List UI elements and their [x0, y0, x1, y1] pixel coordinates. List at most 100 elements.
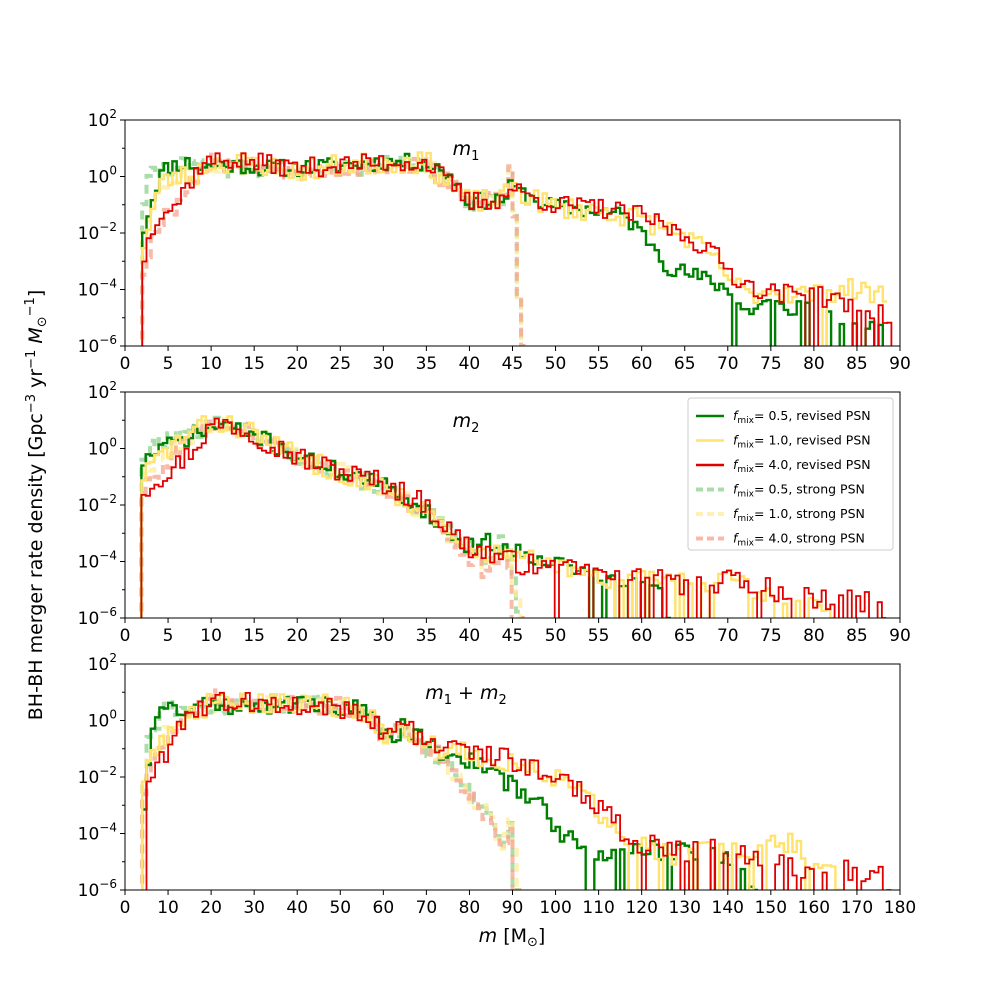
panel-title: m1 + m2: [425, 682, 507, 708]
legend: fmix= 0.5, revised PSN fmix= 1.0, revised…: [687, 397, 894, 551]
x-tick-label: 50: [545, 354, 567, 374]
x-tick-label: 0: [120, 354, 131, 374]
y-axis-label-main: BH-BH merger rate density [Gpc: [25, 413, 47, 720]
y-tick-label: 10−6: [78, 877, 117, 901]
x-tick-label: 90: [889, 354, 911, 374]
x-tick-label: 30: [373, 354, 395, 374]
y-axis-label-sup2: −1: [24, 350, 39, 369]
panels: 0 5 10 15 20 25 30 35 40 45 50 55 60 65 70 75 80 85 9010−6…: [78, 107, 917, 918]
x-axis-label-open: [M: [497, 925, 527, 947]
y-tick-label: 10−6: [78, 605, 117, 629]
legend-label: fmix= 1.0, revised PSN: [733, 433, 871, 451]
panel-3: 0 10 20 30 40 50 60 70 80 90 100 110 120 130 140 150 160…: [78, 651, 917, 918]
series-fmix-0-5-strong-psn: [140, 154, 526, 346]
x-tick-label: 10: [200, 354, 222, 374]
x-tick-label: 180: [884, 898, 916, 918]
x-tick-label: 50: [329, 898, 351, 918]
series-fmix-4-0-revised-psn: [141, 152, 893, 346]
x-tick-label: 85: [846, 354, 868, 374]
x-tick-label: 45: [502, 354, 524, 374]
series-fmix-1-0-strong-psn: [140, 694, 522, 890]
x-tick-label: 70: [717, 626, 739, 646]
x-tick-label: 100: [539, 898, 571, 918]
x-tick-label: 65: [674, 626, 696, 646]
x-tick-label: 140: [712, 898, 744, 918]
panel-title: m1: [453, 138, 480, 164]
y-tick-label: 100: [88, 436, 117, 460]
x-tick-label: 90: [502, 898, 524, 918]
legend-label: fmix= 0.5, strong PSN: [733, 482, 865, 500]
series-fmix-0-5-strong-psn: [139, 415, 525, 618]
y-tick-label: 10−4: [78, 821, 117, 845]
x-tick-label: 70: [416, 898, 438, 918]
y-axis-label-m: M: [25, 327, 47, 349]
x-tick-label: 90: [889, 626, 911, 646]
y-tick-label: 100: [88, 164, 117, 188]
series-group: [140, 688, 892, 890]
y-tick-label: 10−2: [78, 492, 117, 516]
y-axis-label-mid: yr: [25, 369, 47, 394]
y-tick-label: 102: [88, 379, 117, 403]
y-tick-label: 10−4: [78, 277, 117, 301]
series-fmix-0-5-revised-psn: [141, 695, 758, 890]
x-tick-label: 80: [803, 354, 825, 374]
x-tick-label: 35: [416, 626, 438, 646]
legend-label: fmix= 4.0, revised PSN: [733, 457, 871, 475]
x-tick-label: 60: [373, 898, 395, 918]
series-fmix-1-0-revised-psn: [141, 692, 844, 890]
y-tick-label: 10−2: [78, 220, 117, 244]
panel-2: 0 5 10 15 20 25 30 35 40 45 50 55 60 65 70 75 80 85 90 10−6…: [78, 379, 911, 646]
x-tick-label: 40: [459, 626, 481, 646]
x-axis-label-m: m: [479, 925, 498, 947]
x-tick-label: 160: [798, 898, 830, 918]
x-tick-label: 75: [760, 354, 782, 374]
x-tick-label: 55: [588, 354, 610, 374]
x-tick-label: 50: [545, 626, 567, 646]
x-tick-label: 15: [243, 626, 265, 646]
x-tick-label: 5: [163, 354, 174, 374]
y-axis-label-sun: ⊙: [35, 316, 50, 327]
x-tick-label: 170: [841, 898, 873, 918]
series-fmix-0-5-revised-psn: [140, 421, 671, 618]
x-tick-label: 85: [846, 626, 868, 646]
x-tick-label: 25: [329, 626, 351, 646]
x-tick-label: 120: [625, 898, 657, 918]
y-tick-label: 100: [88, 708, 117, 732]
x-axis-label-sun: ⊙: [527, 935, 538, 950]
x-tick-label: 20: [286, 354, 308, 374]
y-tick-label: 10−4: [78, 549, 117, 573]
series-fmix-4-0-revised-psn: [140, 417, 887, 618]
x-tick-label: 60: [631, 626, 653, 646]
y-axis-label-end: ]: [25, 290, 47, 297]
y-tick-label: 102: [88, 651, 117, 675]
y-axis-label-sup3: −1: [23, 297, 38, 316]
x-tick-label: 40: [286, 898, 308, 918]
y-tick-label: 102: [88, 107, 117, 131]
x-tick-label: 5: [163, 626, 174, 646]
x-tick-label: 55: [588, 626, 610, 646]
x-tick-label: 80: [803, 626, 825, 646]
series-fmix-1-0-revised-psn: [141, 151, 888, 346]
x-tick-label: 30: [243, 898, 265, 918]
x-tick-label: 30: [373, 626, 395, 646]
series-fmix-4-0-strong-psn: [139, 419, 525, 618]
x-tick-label: 70: [717, 354, 739, 374]
legend-label: fmix= 1.0, strong PSN: [733, 506, 865, 524]
x-tick-label: 15: [243, 354, 265, 374]
x-tick-label: 80: [459, 898, 481, 918]
x-tick-label: 75: [760, 626, 782, 646]
series-fmix-4-0-strong-psn: [140, 152, 526, 346]
x-tick-label: 130: [668, 898, 700, 918]
x-tick-label: 20: [286, 626, 308, 646]
y-tick-label: 10−2: [78, 764, 117, 788]
series-fmix-1-0-strong-psn: [140, 156, 526, 346]
x-tick-label: 110: [582, 898, 614, 918]
legend-label: fmix= 0.5, revised PSN: [733, 408, 871, 426]
series-group: [140, 151, 893, 346]
x-tick-label: 0: [120, 898, 131, 918]
series-fmix-0-5-strong-psn: [140, 693, 522, 890]
y-axis-label: BH-BH merger rate density [Gpc−3 yr−1 M⊙…: [23, 290, 50, 721]
y-axis-label-sup1: −3: [24, 394, 39, 413]
legend-label: fmix= 4.0, strong PSN: [733, 531, 865, 549]
